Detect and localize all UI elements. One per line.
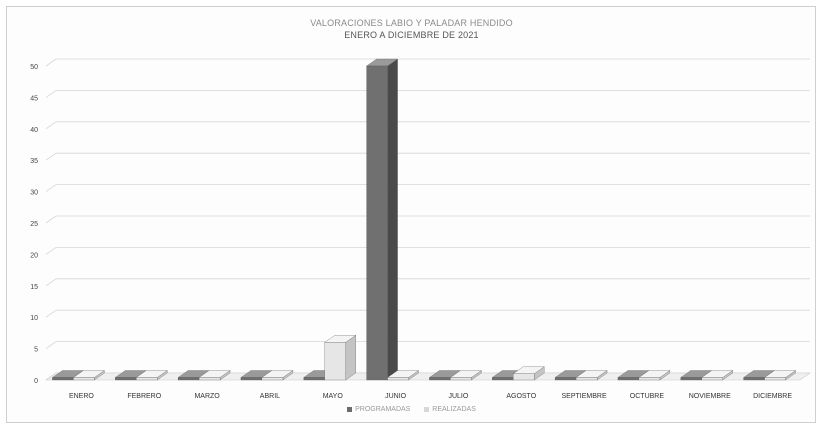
bar-realizadas-febrero-front xyxy=(136,377,158,381)
bar-realizadas-diciembre xyxy=(764,370,797,381)
bar-realizadas-mayo-front xyxy=(324,342,346,381)
bar-realizadas-febrero xyxy=(135,370,168,381)
bar-realizadas-enero xyxy=(72,370,105,381)
bar-realizadas-marzo xyxy=(198,370,231,381)
bar-realizadas-noviembre xyxy=(701,370,734,381)
bar-programadas-junio-front xyxy=(366,65,388,381)
bar-realizadas-junio xyxy=(387,370,420,381)
bar-realizadas-octubre-front xyxy=(638,377,661,381)
legend-item-programadas: PROGRAMADAS xyxy=(347,406,410,413)
bar-programadas-abril-front xyxy=(240,377,263,381)
bars xyxy=(51,58,797,381)
gridline-side xyxy=(45,215,57,224)
legend: PROGRAMADAS REALIZADAS xyxy=(0,406,823,413)
bar-realizadas-abril-front xyxy=(261,377,284,381)
bar-realizadas-enero-front xyxy=(73,377,95,381)
x-tick-label: ENERO xyxy=(69,393,94,400)
chart-frame xyxy=(6,6,816,423)
bar-realizadas-octubre xyxy=(638,370,671,381)
bar-realizadas-noviembre-front xyxy=(701,377,723,381)
legend-label-realizadas: REALIZADAS xyxy=(432,406,476,413)
x-tick-label: ABRIL xyxy=(260,393,280,400)
bar-realizadas-julio-front xyxy=(450,377,472,381)
bar-realizadas-septiembre xyxy=(575,370,608,381)
y-tick-label: 0 xyxy=(34,378,38,385)
bar-programadas-mayo-front xyxy=(303,377,325,381)
y-tick-label: 50 xyxy=(30,64,38,71)
bar-realizadas-marzo-front xyxy=(198,377,221,381)
bar-realizadas-mayo xyxy=(324,335,357,381)
bar-programadas-febrero-front xyxy=(115,377,137,381)
y-tick-label: 40 xyxy=(30,127,38,134)
y-tick-label: 15 xyxy=(30,284,38,291)
chart-title: VALORACIONES LABIO Y PALADAR HENDIDO xyxy=(310,18,513,28)
bar-programadas-julio-front xyxy=(429,377,451,381)
gridline-side xyxy=(45,309,57,318)
x-tick-label: MAYO xyxy=(323,393,344,400)
y-tick-label: 25 xyxy=(30,221,38,228)
bar-programadas-marzo-front xyxy=(177,377,200,381)
x-tick-label: MARZO xyxy=(194,393,220,400)
x-tick-label: DICIEMBRE xyxy=(753,393,792,400)
y-axis-ticks: 0 5 10 15 20 25 30 35 40 45 50 xyxy=(30,64,38,385)
bar-programadas-diciembre-front xyxy=(743,377,765,381)
bar-programadas-enero-front xyxy=(52,377,74,381)
bar-programadas-junio xyxy=(366,58,399,381)
bar-programadas-septiembre-front xyxy=(554,377,577,381)
gridline-side xyxy=(45,58,57,67)
gridline-side xyxy=(45,184,57,192)
bar-programadas-octubre-front xyxy=(617,377,640,381)
bar-programadas-agosto-front xyxy=(492,377,514,381)
gridline-side xyxy=(45,278,57,287)
x-tick-label: FEBRERO xyxy=(127,393,161,400)
bar-realizadas-abril xyxy=(261,370,294,381)
bar-realizadas-junio-front xyxy=(387,377,409,381)
x-tick-label: JUNIO xyxy=(385,393,407,400)
y-tick-label: 20 xyxy=(30,252,38,259)
legend-swatch-realizadas xyxy=(424,406,430,412)
x-tick-label: AGOSTO xyxy=(506,393,536,400)
y-tick-label: 45 xyxy=(30,95,38,102)
bar-realizadas-julio xyxy=(449,370,482,381)
x-tick-label: NOVIEMBRE xyxy=(689,393,731,400)
bar-realizadas-mayo-side xyxy=(345,335,356,381)
gridline-side xyxy=(45,152,57,161)
x-tick-label: SEPTIEMBRE xyxy=(562,393,607,400)
bar-realizadas-agosto xyxy=(512,366,545,381)
bar-programadas-noviembre-front xyxy=(680,377,702,381)
bar-realizadas-septiembre-front xyxy=(575,377,598,381)
legend-item-realizadas: REALIZADAS xyxy=(424,406,476,413)
gridline-side xyxy=(45,121,57,130)
chart-subtitle: ENERO A DICIEMBRE DE 2021 xyxy=(344,30,479,40)
bar-realizadas-diciembre-front xyxy=(764,377,786,381)
x-tick-label: JULIO xyxy=(448,393,468,400)
y-tick-label: 10 xyxy=(30,315,38,322)
x-axis-ticks: ENERO FEBRERO MARZO ABRIL MAYO JUNIO JULIO AGOS… xyxy=(69,393,792,400)
gridline-side xyxy=(45,90,57,98)
x-tick-label: OCTUBRE xyxy=(630,393,665,400)
legend-swatch-programadas xyxy=(347,406,353,412)
y-tick-label: 35 xyxy=(30,158,38,165)
y-tick-label: 30 xyxy=(30,190,38,197)
bar-realizadas-agosto-front xyxy=(513,373,535,381)
y-tick-label: 5 xyxy=(34,347,38,354)
gridlines xyxy=(45,58,811,381)
gridline-side xyxy=(45,341,57,349)
gridline-side xyxy=(45,247,57,255)
bar-programadas-junio-side xyxy=(387,58,398,381)
legend-label-programadas: PROGRAMADAS xyxy=(355,406,411,413)
